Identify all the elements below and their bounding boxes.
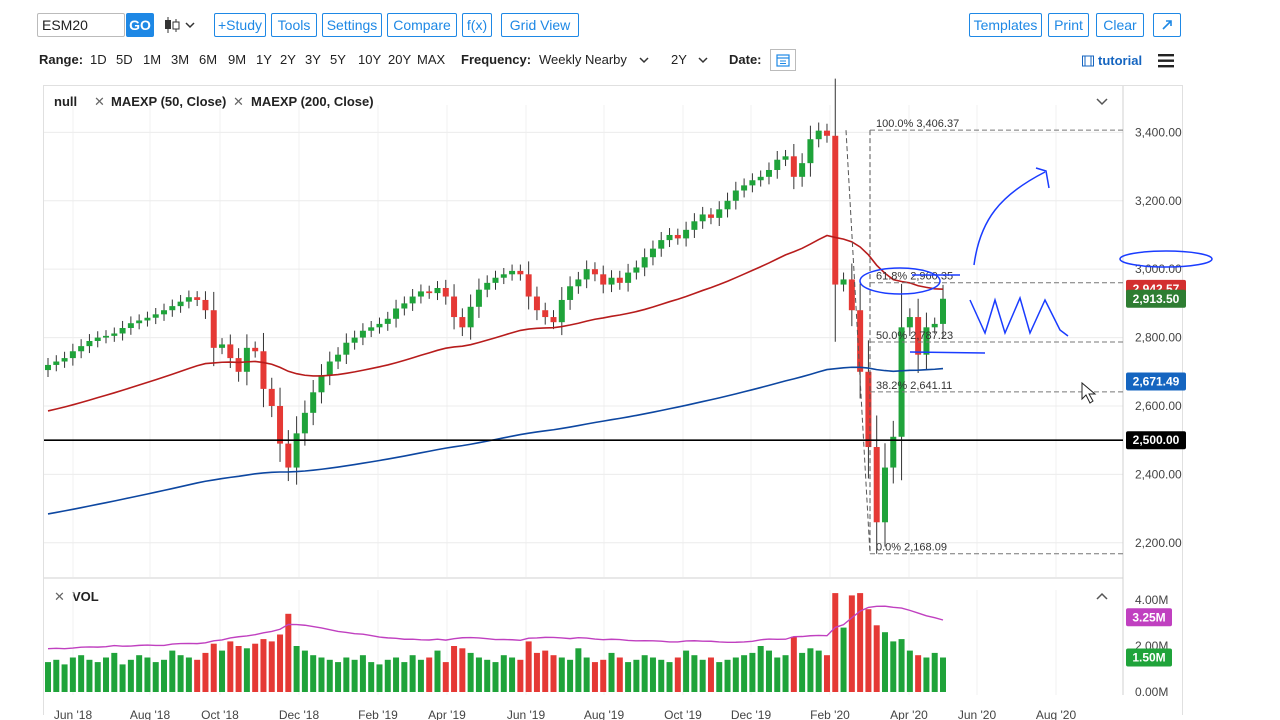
chevron-down-icon bbox=[185, 22, 195, 29]
range-bar: Range: 1D 5D 1M 3M 6M 9M 1Y 2Y 3Y 5Y 10Y 20Y MAX Fre… bbox=[0, 48, 1280, 72]
candlestick-icon bbox=[165, 17, 195, 33]
top-toolbar: GO +Study Tools Settings Compare f(x) Gr… bbox=[0, 0, 1280, 48]
range-5d-button[interactable]: 5D bbox=[116, 52, 133, 67]
frequency-label: Frequency: bbox=[461, 52, 532, 67]
film-icon bbox=[1082, 55, 1094, 66]
chart-type-selector[interactable] bbox=[162, 14, 196, 36]
expand-icon bbox=[1162, 20, 1172, 30]
tutorial-link[interactable]: tutorial bbox=[1082, 53, 1142, 68]
go-button[interactable]: GO bbox=[126, 13, 154, 37]
range-10y-button[interactable]: 10Y bbox=[358, 52, 382, 67]
range-1d-button[interactable]: 1D bbox=[90, 52, 107, 67]
range-6m-button[interactable]: 6M bbox=[199, 52, 218, 67]
expand-volume-icon[interactable] bbox=[1096, 592, 1108, 600]
range-max-button[interactable]: MAX bbox=[417, 52, 446, 67]
symbol-input[interactable] bbox=[37, 13, 125, 37]
collapse-panel-icon[interactable] bbox=[1096, 98, 1108, 106]
chevron-down-icon bbox=[698, 57, 708, 64]
range-9m-button[interactable]: 9M bbox=[228, 52, 247, 67]
remove-study2-icon[interactable]: ✕ bbox=[233, 94, 244, 109]
date-picker-button[interactable] bbox=[770, 49, 796, 71]
legend-study1[interactable]: MAEXP (50, Close) bbox=[111, 94, 227, 109]
add-study-button[interactable]: +Study bbox=[214, 13, 266, 37]
compare-button[interactable]: Compare bbox=[387, 13, 457, 37]
range-3y-button[interactable]: 3Y bbox=[305, 52, 321, 67]
settings-button[interactable]: Settings bbox=[322, 13, 382, 37]
range-5y-button[interactable]: 5Y bbox=[330, 52, 346, 67]
date-label: Date: bbox=[729, 52, 762, 67]
calendar-icon bbox=[776, 54, 790, 67]
range-1m-button[interactable]: 1M bbox=[143, 52, 162, 67]
range-2y-button[interactable]: 2Y bbox=[280, 52, 296, 67]
range-3m-button[interactable]: 3M bbox=[171, 52, 190, 67]
legend-study2[interactable]: MAEXP (200, Close) bbox=[251, 94, 374, 109]
tools-button[interactable]: Tools bbox=[271, 13, 317, 37]
hamburger-menu-icon[interactable] bbox=[1158, 54, 1174, 68]
tutorial-label: tutorial bbox=[1098, 53, 1143, 68]
legend-symbol: null bbox=[54, 94, 78, 109]
templates-button[interactable]: Templates bbox=[969, 13, 1042, 37]
expand-button[interactable] bbox=[1153, 13, 1181, 37]
print-button[interactable]: Print bbox=[1048, 13, 1089, 37]
remove-volume-icon[interactable]: ✕ bbox=[54, 589, 65, 604]
range-label: Range: bbox=[39, 52, 84, 67]
grid-view-button[interactable]: Grid View bbox=[501, 13, 579, 37]
range-20y-button[interactable]: 20Y bbox=[388, 52, 412, 67]
fx-button[interactable]: f(x) bbox=[462, 13, 492, 37]
period-select[interactable]: 2Y bbox=[671, 52, 687, 67]
clear-button[interactable]: Clear bbox=[1096, 13, 1144, 37]
range-1y-button[interactable]: 1Y bbox=[256, 52, 272, 67]
volume-title: VOL bbox=[72, 589, 99, 604]
chevron-down-icon bbox=[639, 57, 649, 64]
remove-study1-icon[interactable]: ✕ bbox=[94, 94, 105, 109]
frequency-select[interactable]: Weekly Nearby bbox=[539, 52, 627, 67]
chart-panel: null ✕ MAEXP (50, Close) ✕ MAEXP (200, C… bbox=[43, 85, 1183, 715]
